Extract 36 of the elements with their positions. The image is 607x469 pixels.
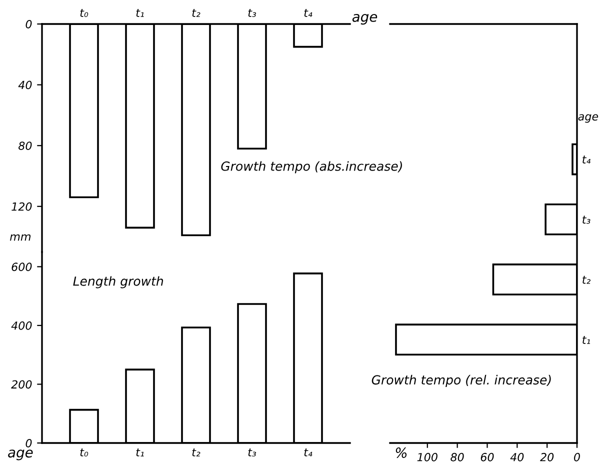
y-tick-label: 200 <box>11 380 32 389</box>
x-tick-label: 60 <box>480 452 494 462</box>
y-tick-label: t₂ <box>582 276 590 284</box>
x-tick-label: t₁ <box>136 9 144 17</box>
y-tick-label: t₃ <box>582 216 590 224</box>
y-axis-title: age <box>578 114 598 123</box>
y-tick-label: 80 <box>18 142 32 150</box>
x-tick-label: t₁ <box>136 448 144 456</box>
y-tick-label: 400 <box>11 321 32 330</box>
x-tick-label: 20 <box>540 452 554 462</box>
text: Growth tempo (abs.increase) <box>221 161 402 174</box>
x-tick-label: 80 <box>450 452 464 462</box>
y-axis-title: mm <box>10 234 31 241</box>
x-tick-label: t₂ <box>192 448 200 456</box>
x-tick-label: 0 <box>574 452 580 462</box>
y-tick-label: t₁ <box>582 336 590 344</box>
text: Growth tempo (rel. increase) <box>372 374 551 387</box>
x-tick-label: t₄ <box>304 9 312 17</box>
text: Length growth <box>73 276 164 288</box>
x-axis-title: % <box>396 447 407 458</box>
x-tick-label: t₄ <box>304 448 312 456</box>
y-tick-label: 40 <box>18 80 32 90</box>
y-tick-label: t₄ <box>582 156 591 164</box>
x-tick-label: t₂ <box>192 9 200 17</box>
y-tick-label: 600 <box>12 262 32 272</box>
x-axis-title: age <box>352 14 378 25</box>
x-tick-label: t₃ <box>248 448 256 456</box>
x-tick-label: t₃ <box>248 9 256 17</box>
y-tick-label: 0 <box>26 438 32 448</box>
x-tick-label: 40 <box>510 452 524 462</box>
x-tick-label: t₀ <box>80 9 88 17</box>
y-tick-label: 0 <box>26 20 32 28</box>
x-tick-label: t₀ <box>80 448 88 456</box>
y-tick-label: 120 <box>12 202 32 211</box>
x-tick-label: 100 <box>417 452 438 462</box>
x-axis-title: age <box>8 450 33 460</box>
